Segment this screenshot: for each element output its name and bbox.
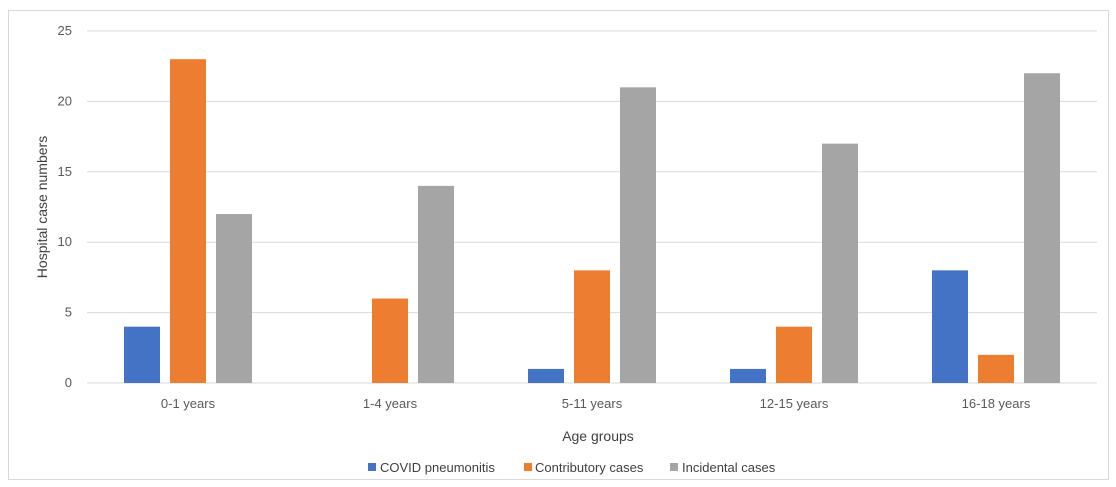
x-tick-label: 16-18 years bbox=[962, 396, 1031, 411]
bar-contributory-cases-3 bbox=[776, 326, 812, 383]
y-tick-label: 10 bbox=[58, 234, 72, 249]
x-tick-label: 0-1 years bbox=[161, 396, 216, 411]
bar-contributory-cases-0 bbox=[170, 59, 206, 383]
legend-swatch bbox=[524, 463, 532, 471]
bar-contributory-cases-1 bbox=[372, 298, 408, 383]
x-axis-title: Age groups bbox=[562, 428, 634, 444]
y-tick-label: 0 bbox=[65, 375, 72, 390]
bar-contributory-cases-2 bbox=[574, 270, 610, 383]
legend-swatch bbox=[368, 463, 376, 471]
gridlines bbox=[87, 30, 1097, 384]
bar-covid-pneumonitis-3 bbox=[730, 368, 766, 383]
y-tick-label: 25 bbox=[58, 23, 72, 38]
bar-covid-pneumonitis-2 bbox=[528, 368, 564, 383]
x-axis-ticks: 0-1 years 1-4 years 5-11 years 12-15 years 1… bbox=[161, 396, 1031, 411]
legend-label: Incidental cases bbox=[682, 460, 776, 475]
legend-item: COVID pneumonitis bbox=[368, 460, 495, 475]
legend-label: COVID pneumonitis bbox=[380, 460, 495, 475]
bar-incidental-cases-2 bbox=[620, 87, 656, 383]
bar-covid-pneumonitis-0 bbox=[124, 326, 160, 383]
y-tick-label: 15 bbox=[58, 164, 72, 179]
bar-covid-pneumonitis-4 bbox=[932, 270, 968, 383]
legend: COVID pneumonitis Contributory cases Incid… bbox=[368, 460, 776, 475]
y-axis-title: Hospital case numbers bbox=[34, 136, 50, 278]
y-axis-ticks: 0 5 10 15 20 25 bbox=[58, 23, 72, 390]
bar-incidental-cases-3 bbox=[822, 143, 858, 383]
bars bbox=[124, 59, 1060, 384]
bar-incidental-cases-4 bbox=[1024, 73, 1060, 384]
x-tick-label: 1-4 years bbox=[363, 396, 418, 411]
legend-swatch bbox=[670, 463, 678, 471]
bar-incidental-cases-1 bbox=[418, 185, 454, 383]
bar-incidental-cases-0 bbox=[216, 214, 252, 383]
bar-contributory-cases-4 bbox=[978, 354, 1014, 383]
y-tick-label: 20 bbox=[58, 93, 72, 108]
legend-item: Contributory cases bbox=[524, 460, 644, 475]
x-tick-label: 12-15 years bbox=[760, 396, 829, 411]
y-tick-label: 5 bbox=[65, 305, 72, 320]
legend-item: Incidental cases bbox=[670, 460, 776, 475]
x-tick-label: 5-11 years bbox=[562, 396, 623, 411]
legend-label: Contributory cases bbox=[535, 460, 644, 475]
